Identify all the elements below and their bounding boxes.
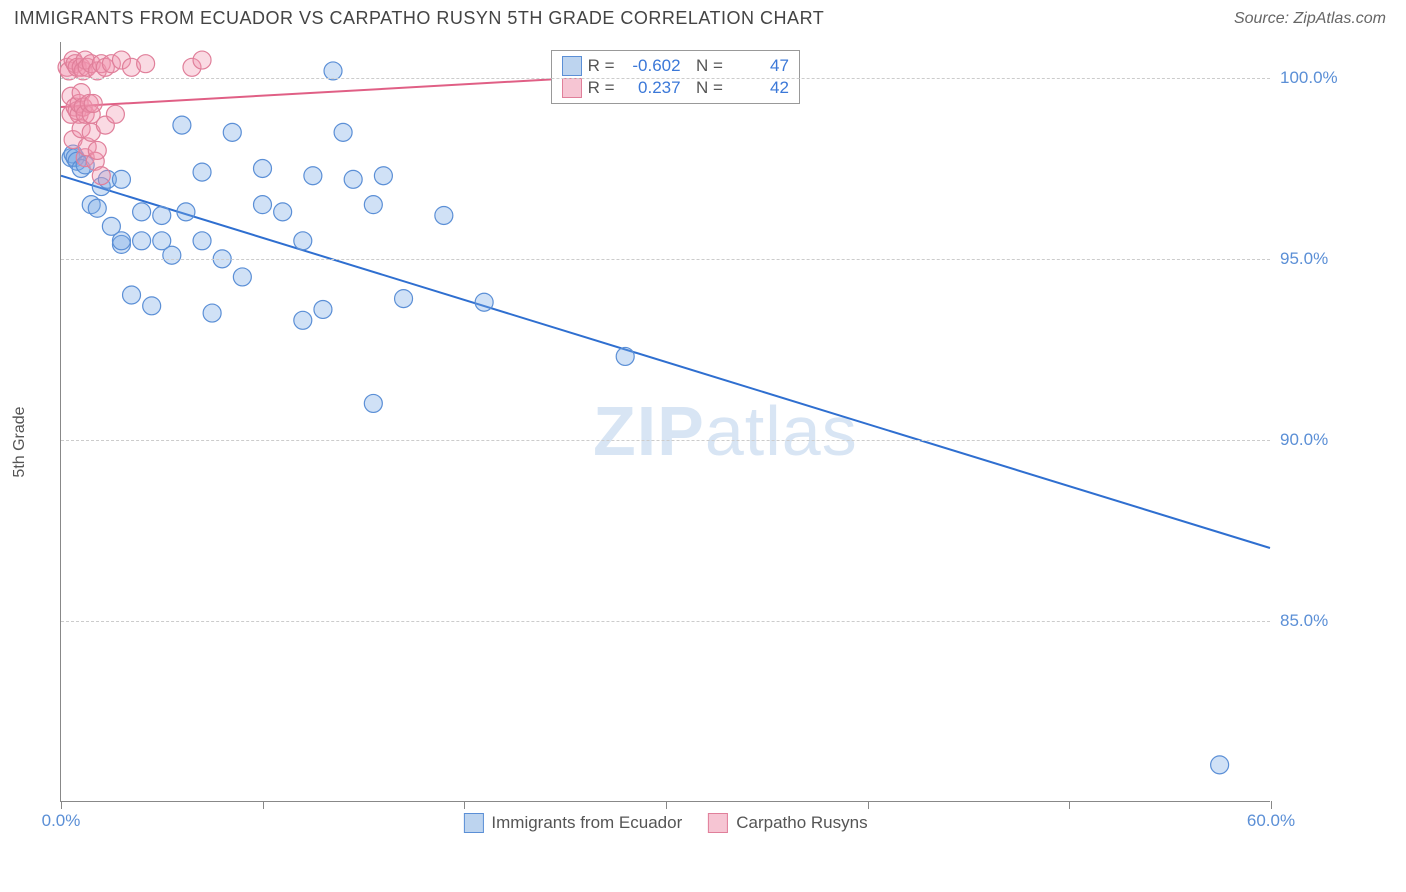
y-axis-label: 5th Grade bbox=[11, 406, 29, 477]
n-label: N = bbox=[687, 78, 723, 98]
x-tick-label: 0.0% bbox=[42, 811, 81, 831]
x-tick bbox=[464, 801, 465, 809]
data-point bbox=[173, 116, 191, 134]
x-tick-label: 60.0% bbox=[1247, 811, 1295, 831]
grid-line bbox=[61, 621, 1270, 622]
data-point bbox=[616, 347, 634, 365]
data-point bbox=[233, 268, 251, 286]
data-point bbox=[223, 123, 241, 141]
data-point bbox=[92, 167, 110, 185]
data-point bbox=[133, 232, 151, 250]
grid-line bbox=[61, 78, 1270, 79]
swatch-bottom-1 bbox=[708, 813, 728, 833]
y-tick-label: 100.0% bbox=[1280, 68, 1390, 88]
x-tick bbox=[1069, 801, 1070, 809]
legend-row-series-1: R = 0.237 N = 42 bbox=[562, 77, 789, 99]
data-point bbox=[435, 206, 453, 224]
correlation-legend: R = -0.602 N = 47 R = 0.237 N = 42 bbox=[551, 50, 800, 104]
n-label: N = bbox=[687, 56, 723, 76]
source-attribution: Source: ZipAtlas.com bbox=[1234, 10, 1386, 28]
data-point bbox=[475, 293, 493, 311]
swatch-series-1 bbox=[562, 78, 582, 98]
r-label: R = bbox=[588, 56, 615, 76]
x-tick bbox=[1271, 801, 1272, 809]
plot-svg bbox=[61, 42, 1270, 801]
x-tick bbox=[263, 801, 264, 809]
x-tick bbox=[61, 801, 62, 809]
swatch-bottom-0 bbox=[463, 813, 483, 833]
data-point bbox=[193, 163, 211, 181]
grid-line bbox=[61, 440, 1270, 441]
data-point bbox=[137, 55, 155, 73]
n-value-0: 47 bbox=[729, 56, 789, 76]
plot-area: ZIPatlas R = -0.602 N = 47 R = 0.237 N =… bbox=[60, 42, 1270, 802]
data-point bbox=[344, 170, 362, 188]
legend-label-0: Immigrants from Ecuador bbox=[491, 813, 682, 833]
r-value-0: -0.602 bbox=[621, 56, 681, 76]
data-point bbox=[112, 232, 130, 250]
data-point bbox=[193, 232, 211, 250]
data-point bbox=[334, 123, 352, 141]
data-point bbox=[294, 232, 312, 250]
data-point bbox=[84, 94, 102, 112]
chart-title: IMMIGRANTS FROM ECUADOR VS CARPATHO RUSY… bbox=[14, 8, 824, 29]
data-point bbox=[133, 203, 151, 221]
grid-line bbox=[61, 259, 1270, 260]
data-point bbox=[254, 196, 272, 214]
x-tick bbox=[868, 801, 869, 809]
series-legend: Immigrants from Ecuador Carpatho Rusyns bbox=[463, 813, 867, 833]
x-tick bbox=[666, 801, 667, 809]
data-point bbox=[294, 311, 312, 329]
swatch-series-0 bbox=[562, 56, 582, 76]
data-point bbox=[112, 170, 130, 188]
data-point bbox=[88, 199, 106, 217]
data-point bbox=[304, 167, 322, 185]
y-tick-label: 85.0% bbox=[1280, 611, 1390, 631]
data-point bbox=[177, 203, 195, 221]
data-point bbox=[163, 246, 181, 264]
y-tick-label: 95.0% bbox=[1280, 249, 1390, 269]
data-point bbox=[106, 105, 124, 123]
r-label: R = bbox=[588, 78, 615, 98]
legend-item-1: Carpatho Rusyns bbox=[708, 813, 867, 833]
trend-line bbox=[61, 176, 1270, 548]
data-point bbox=[364, 394, 382, 412]
n-value-1: 42 bbox=[729, 78, 789, 98]
data-point bbox=[153, 206, 171, 224]
data-point bbox=[123, 286, 141, 304]
y-tick-label: 90.0% bbox=[1280, 430, 1390, 450]
legend-row-series-0: R = -0.602 N = 47 bbox=[562, 55, 789, 77]
legend-item-0: Immigrants from Ecuador bbox=[463, 813, 682, 833]
data-point bbox=[314, 300, 332, 318]
data-point bbox=[143, 297, 161, 315]
r-value-1: 0.237 bbox=[621, 78, 681, 98]
data-point bbox=[203, 304, 221, 322]
data-point bbox=[88, 141, 106, 159]
data-point bbox=[254, 160, 272, 178]
data-point bbox=[193, 51, 211, 69]
data-point bbox=[1211, 756, 1229, 774]
data-point bbox=[364, 196, 382, 214]
legend-label-1: Carpatho Rusyns bbox=[736, 813, 867, 833]
data-point bbox=[274, 203, 292, 221]
data-point bbox=[395, 290, 413, 308]
data-point bbox=[374, 167, 392, 185]
chart-container: 5th Grade ZIPatlas R = -0.602 N = 47 R =… bbox=[50, 42, 1390, 842]
